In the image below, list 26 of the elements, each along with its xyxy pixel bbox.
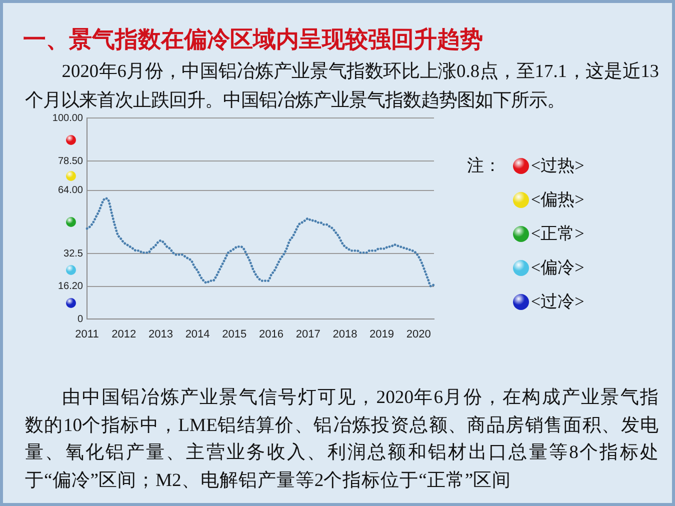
x-tick-label: 2018 [332,328,358,341]
x-tick-label: 2019 [370,328,394,341]
chart-title: 一、景气指数在偏冷区域内呈现较强回升趋势 [23,26,483,55]
text: <偏冷> [531,257,584,279]
text: <偏热> [531,189,584,211]
chart-subtitle: 2020年6月份，中国铝冶炼产业景气指数环比上涨0.8点，至17.1，这是近13个月以来首次止跌回升。中国铝冶炼产业景气指数趋势图如下所示。 [25,61,659,110]
x-tick-label: 2017 [296,328,320,341]
y-tick-label: 0 [77,314,84,325]
line-series [86,197,436,288]
text: <过冷> [531,291,584,313]
y-tick-label: 32.5 [64,248,84,260]
x-tick-label: 2014 [185,328,210,341]
x-tick-label: 2016 [259,328,284,341]
x-tick-label: 2013 [148,328,173,341]
text: <过热> [531,155,584,177]
y-tick-label: 100.00 [52,112,84,124]
y-tick-label: 78.50 [58,156,84,167]
text: 注： [467,155,501,177]
text: <正常> [531,223,584,245]
x-tick-label: 2011 [75,328,99,341]
x-tick-label: 2015 [222,328,247,341]
text: 由中国铝冶炼产业景气信号灯可见，2020年6月份，在构成产业景气指数的10个指标中，LME铝结算价、铝冶炼投资总额、商品房销售面积、发电量、氧化铝产量、主营业务收入、利润总额和铝材出口总量等8个指标处于“偏冷”区间；M2、电解铝产量等2个指标位于“正常”区间 [25,386,659,492]
y-tick-label: 16.20 [58,281,84,292]
x-tick-label: 2020 [406,328,431,341]
y-tick-label: 64.00 [58,185,84,196]
x-tick-label: 2012 [112,328,136,341]
